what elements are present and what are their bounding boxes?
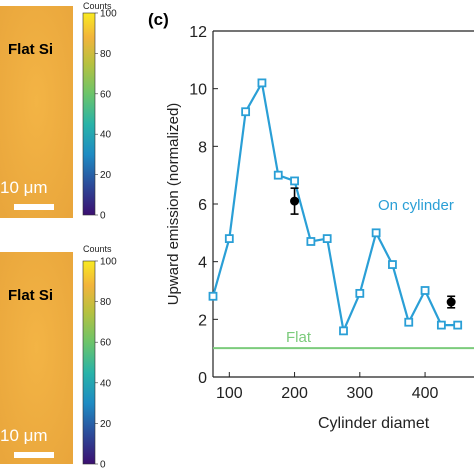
on-cylinder-line (211, 79, 458, 335)
colorbar-tick-label: 80 (100, 297, 112, 308)
colorbar-tick-label: 60 (100, 89, 112, 100)
on-cylinder-marker (306, 237, 316, 246)
on-cylinder-marker (290, 176, 299, 186)
x-tick-label: 200 (281, 385, 308, 402)
colorbar-tick-label: 20 (100, 170, 112, 181)
colorbar-ticks-top: 100 80 60 40 20 0 (95, 9, 117, 222)
colorbar-tick-label: 40 (100, 130, 112, 141)
x-tick-label: 300 (346, 385, 373, 402)
on-cylinder-marker (257, 78, 267, 88)
series-label-on-cylinder: On cylinder (378, 197, 454, 214)
x-tick-label: 400 (412, 385, 439, 402)
on-cylinder-marker (273, 170, 283, 180)
on-cylinder-marker (388, 260, 397, 269)
colorbar-tick-label: 40 (100, 378, 112, 389)
scalebar-label-top: 10 μm (0, 178, 48, 197)
y-tick-label: 10 (189, 82, 207, 99)
colorbar-title-top: Counts (83, 1, 112, 11)
y-tick-label: 2 (198, 312, 207, 329)
tick-labels: 0 2 4 6 8 10 12 100 200 300 400 (189, 24, 438, 402)
y-tick-label: 4 (198, 255, 207, 272)
on-cylinder-marker (208, 291, 218, 301)
scalebar-label-bottom: 10 μm (0, 426, 48, 445)
map-label-bottom: Flat Si (8, 287, 53, 304)
y-axis-label: Upward emission (normalized) (165, 103, 182, 306)
cylinder-series (208, 78, 463, 336)
on-cylinder-marker (224, 234, 234, 244)
on-cylinder-marker (420, 286, 430, 295)
colorbar-bottom (82, 260, 96, 465)
x-axis-label: Cylinder diamet (318, 415, 430, 432)
colorbar-title-bottom: Counts (83, 244, 112, 254)
colorbar-tick-label: 100 (100, 9, 117, 20)
y-tick-label: 6 (198, 197, 207, 214)
map-panel-top: Flat Si 10 μm Counts 100 80 60 40 20 0 (0, 1, 117, 222)
x-tick-label: 100 (216, 385, 243, 402)
axes (212, 30, 474, 378)
colorbar-tick-label: 60 (100, 338, 112, 349)
on-cylinder-marker (371, 228, 381, 238)
emission-map-top (0, 6, 73, 218)
panel-label: (c) (148, 10, 169, 29)
colorbar-tick-label: 20 (100, 419, 112, 430)
map-label-top: Flat Si (8, 41, 53, 58)
measured-point (446, 297, 456, 307)
on-cylinder-marker (322, 234, 332, 244)
emission-map-bottom (0, 252, 73, 464)
on-cylinder-marker (436, 320, 446, 330)
map-panel-bottom: Flat Si 10 μm Counts 100 80 60 40 20 0 (0, 244, 117, 471)
on-cylinder-marker (339, 326, 348, 336)
series-label-flat: Flat (286, 329, 312, 346)
colorbar-tick-label: 100 (100, 257, 117, 268)
measured-points (290, 187, 456, 309)
y-tick-label: 8 (198, 139, 207, 156)
colorbar-ticks-bottom: 100 80 60 40 20 0 (95, 257, 117, 471)
y-tick-label: 12 (189, 24, 207, 41)
scalebar-bottom (14, 452, 54, 458)
colorbar-top (82, 12, 96, 216)
on-cylinder-marker (453, 320, 463, 330)
y-tick-label: 0 (198, 370, 207, 387)
on-cylinder-marker (241, 107, 251, 117)
colorbar-tick-label: 80 (100, 49, 112, 60)
on-cylinder-marker (404, 317, 414, 327)
colorbar-tick-label: 0 (100, 211, 106, 222)
colorbar-tick-label: 0 (100, 460, 106, 471)
scalebar-top (14, 204, 54, 210)
measured-point (290, 196, 300, 206)
emission-chart: 0 2 4 6 8 10 12 100 200 300 400 Upward emission (n… (165, 24, 474, 432)
on-cylinder-marker (355, 288, 365, 298)
